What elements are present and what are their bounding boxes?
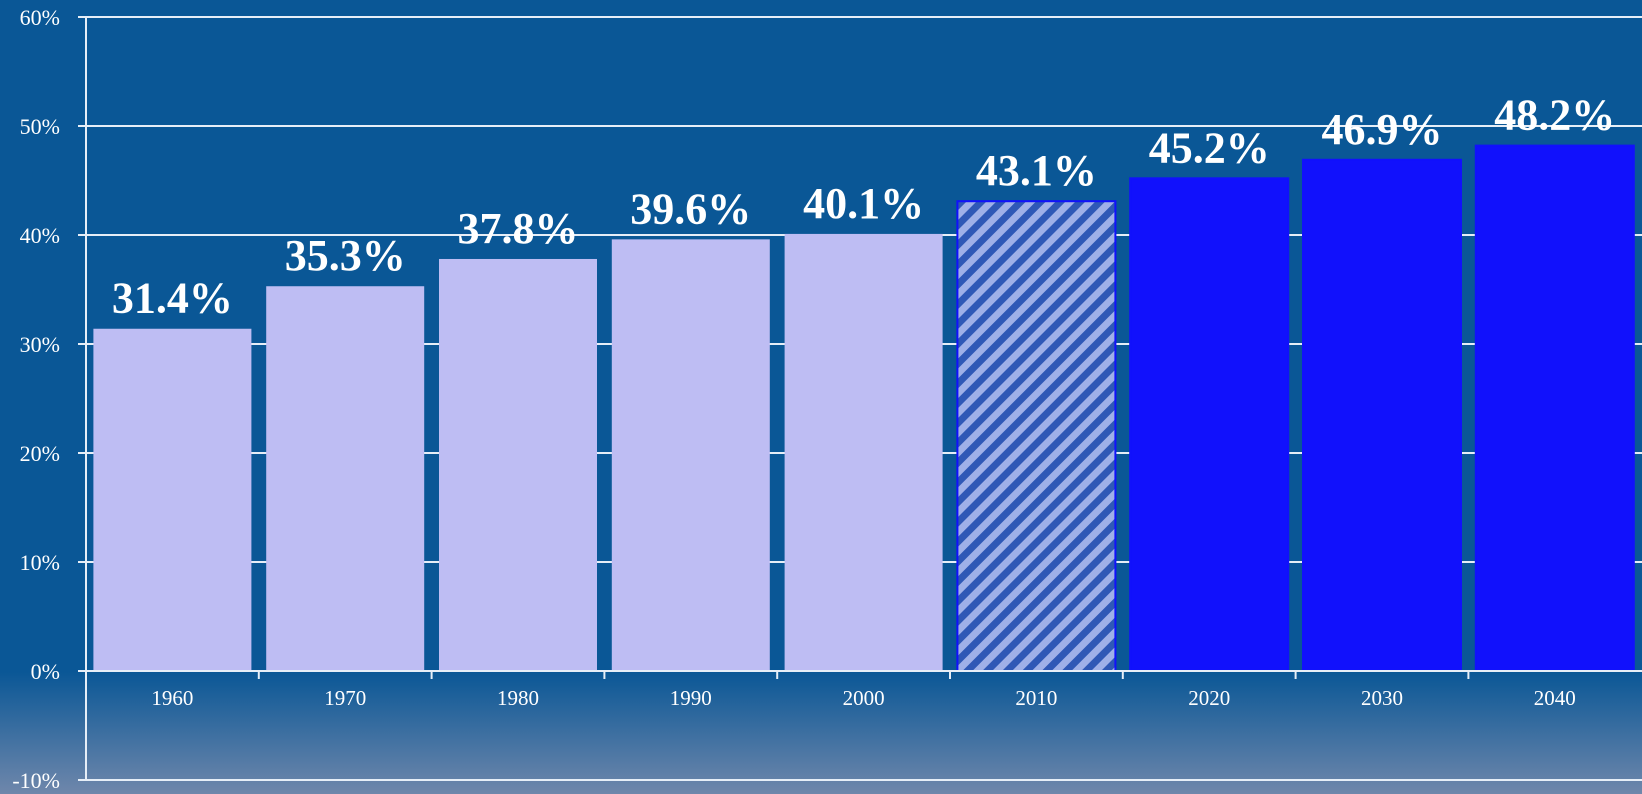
- y-tick-labels: -10% 0% 10% 20% 30% 40% 50% 60%: [12, 5, 60, 793]
- x-tick-label-2040: 2040: [1534, 686, 1576, 710]
- y-tick-label: 0%: [31, 659, 60, 684]
- x-tick-label-1990: 1990: [670, 686, 712, 710]
- data-label-2040: 48.2%: [1494, 91, 1615, 140]
- y-tick-label: 10%: [20, 550, 60, 575]
- x-tick-label-2010: 2010: [1015, 686, 1057, 710]
- bar-2030: [1302, 158, 1462, 672]
- y-tick-label: 50%: [20, 114, 60, 139]
- bar-2010: [956, 200, 1117, 673]
- y-tick-label: -10%: [12, 768, 60, 793]
- y-tick-label: 60%: [20, 5, 60, 30]
- x-tick-label-2020: 2020: [1188, 686, 1230, 710]
- data-label-1970: 35.3%: [285, 231, 406, 280]
- data-label-2020: 45.2%: [1149, 123, 1270, 172]
- x-tick-label-2030: 2030: [1361, 686, 1403, 710]
- bar-1990: [611, 239, 770, 672]
- axes: [78, 16, 1642, 781]
- bar-1980: [439, 258, 597, 671]
- bar-1970: [266, 286, 425, 671]
- data-label-1990: 39.6%: [630, 184, 751, 233]
- x-tick-label-1960: 1960: [151, 686, 193, 710]
- bar-2020: [1129, 177, 1290, 672]
- bar-2000: [784, 233, 943, 671]
- x-tick-labels: 1960 1970 1980 1990 2000 2010 2020 2030 2040: [151, 686, 1575, 710]
- y-tick-label: 20%: [20, 441, 60, 466]
- data-label-2010: 43.1%: [976, 146, 1097, 195]
- x-tick-label-1980: 1980: [497, 686, 539, 710]
- bar-2040: [1474, 144, 1635, 672]
- data-labels: 31.4% 35.3% 37.8% 39.6% 40.1% 43.1% 45.2% 46.9%…: [112, 91, 1615, 323]
- bar-1960: [93, 328, 252, 671]
- x-tick-label-1970: 1970: [324, 686, 366, 710]
- x-tick-label-2000: 2000: [843, 686, 885, 710]
- y-tick-label: 40%: [20, 223, 60, 248]
- bars: [93, 144, 1635, 673]
- bottom-fade-band: [0, 672, 1642, 794]
- data-label-2030: 46.9%: [1322, 105, 1443, 154]
- data-label-1960: 31.4%: [112, 274, 233, 323]
- y-tick-label: 30%: [20, 332, 60, 357]
- data-label-2000: 40.1%: [803, 179, 924, 228]
- data-label-1980: 37.8%: [458, 204, 579, 253]
